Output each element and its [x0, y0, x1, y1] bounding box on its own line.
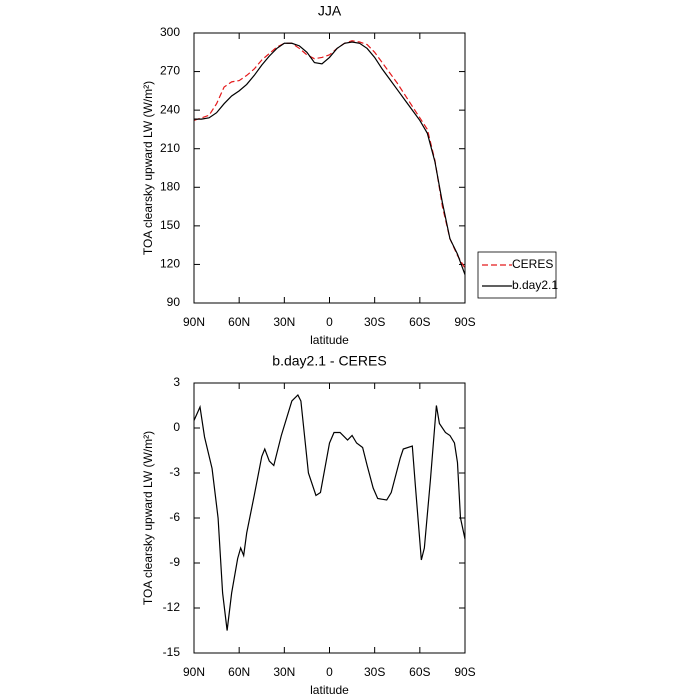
y-tick-label: 270 [160, 64, 180, 78]
y-tick-label: 3 [173, 375, 180, 389]
plot-frame [193, 32, 466, 304]
x-tick-label: 90S [454, 315, 475, 329]
y-tick-label: 180 [160, 179, 180, 193]
x-tick-label: 0 [326, 665, 333, 679]
x-tick-label: 90S [454, 665, 475, 679]
y-tick-label: 210 [160, 141, 180, 155]
x-tick-label: 90N [183, 665, 205, 679]
y-tick-label: 150 [160, 218, 180, 232]
x-tick-label: 0 [326, 315, 333, 329]
x-tick-label: 30S [364, 315, 385, 329]
x-tick-label: 90N [183, 315, 205, 329]
y-tick-label: 90 [167, 295, 181, 309]
x-tick-label: 60S [409, 315, 430, 329]
y-tick-label: 240 [160, 102, 180, 116]
legend-box [477, 251, 557, 299]
chart-title: JJA [318, 3, 342, 19]
x-axis-label: latitude [310, 683, 349, 697]
x-axis-label: latitude [310, 333, 349, 347]
y-tick-label: 300 [160, 25, 180, 39]
y-tick-label: 120 [160, 257, 180, 271]
y-axis-label: TOA clearsky upward LW (W/m²) [141, 431, 155, 605]
x-tick-label: 60N [228, 665, 250, 679]
y-tick-label: -12 [163, 600, 181, 614]
x-tick-label: 30S [364, 665, 385, 679]
chart-title: b.day2.1 - CERES [272, 353, 386, 369]
legend-label: CERES [512, 257, 553, 271]
y-tick-label: -9 [169, 555, 180, 569]
data-line [194, 41, 466, 275]
y-tick-label: -6 [169, 510, 180, 524]
y-tick-label: -15 [163, 645, 181, 659]
x-tick-label: 30N [273, 665, 295, 679]
plot-frame [193, 382, 466, 654]
y-axis-label: TOA clearsky upward LW (W/m²) [141, 81, 155, 255]
y-tick-label: -3 [169, 465, 180, 479]
y-tick-label: 0 [173, 420, 180, 434]
data-line [193, 393, 466, 631]
data-line [193, 40, 466, 269]
x-tick-label: 30N [273, 315, 295, 329]
legend-label: b.day2.1 [512, 278, 558, 292]
x-tick-label: 60S [409, 665, 430, 679]
x-tick-label: 60N [228, 315, 250, 329]
